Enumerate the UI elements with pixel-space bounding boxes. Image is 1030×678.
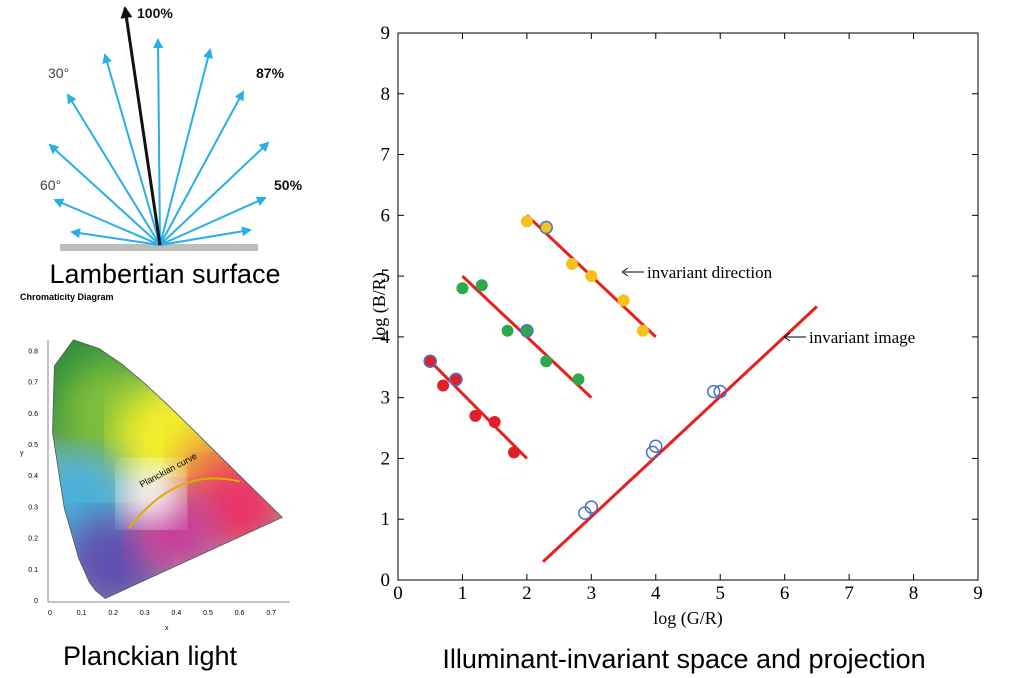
lambertian-diagram: 100% 30° 87% 60° 50% Lambertian surface — [40, 5, 303, 289]
x-tick-label: 0.1 — [77, 610, 87, 617]
y-tick-label: 0.8 — [28, 348, 38, 355]
data-point — [469, 410, 481, 422]
axis-x-label: x — [165, 625, 169, 632]
y-tick-label: 0.4 — [28, 473, 38, 480]
x-tick-label: 0.7 — [266, 610, 276, 617]
fit-line — [430, 361, 527, 458]
y-tick-label: 0.7 — [28, 380, 38, 387]
ray — [50, 145, 160, 245]
y-tick-label: 9 — [381, 23, 391, 44]
angle-label: 60° — [40, 177, 61, 193]
data-point — [572, 373, 584, 385]
fit-line — [543, 307, 817, 562]
x-tick-label: 5 — [715, 583, 725, 604]
y-tick-label: 7 — [381, 145, 391, 166]
annotation: invariant direction — [647, 263, 773, 282]
data-point — [521, 215, 533, 227]
x-tick-label: 9 — [973, 583, 983, 604]
x-tick-label: 3 — [587, 583, 597, 604]
x-tick-label: 4 — [651, 583, 661, 604]
axis-y-label: y — [20, 450, 24, 457]
x-tick-label: 0.6 — [235, 610, 245, 617]
x-tick-label: 0.2 — [108, 610, 118, 617]
caption: Lambertian surface — [49, 259, 280, 289]
data-point — [585, 270, 597, 282]
data-point — [456, 282, 468, 294]
y-tick-label: 3 — [381, 388, 391, 409]
y-tick-label: 0 — [381, 570, 391, 591]
ray — [158, 40, 160, 245]
annotation: invariant image — [809, 328, 915, 347]
x-tick-label: 0 — [393, 583, 403, 604]
ray — [68, 95, 160, 245]
x-tick-label: 0.5 — [203, 610, 213, 617]
x-tick-label: 1 — [458, 583, 468, 604]
x-tick-label: 0.4 — [172, 610, 182, 617]
angle-label: 100% — [137, 5, 173, 21]
diagram-title: Chromaticity Diagram — [20, 292, 114, 302]
x-tick-label: 7 — [844, 583, 854, 604]
data-point — [566, 258, 578, 270]
data-point — [618, 294, 630, 306]
x-tick-label: 0.3 — [140, 610, 150, 617]
x-tick-label: 2 — [522, 583, 532, 604]
ray — [160, 198, 265, 245]
x-tick-label: 0 — [48, 610, 52, 617]
x-tick-label: 8 — [909, 583, 919, 604]
data-point — [489, 416, 501, 428]
ray — [160, 143, 268, 245]
y-tick-label: 1 — [381, 509, 391, 530]
ray — [105, 55, 160, 245]
y-tick-label: 0.2 — [28, 536, 38, 543]
y-tick-label: 0.1 — [28, 567, 38, 574]
y-tick-label: 0 — [34, 598, 38, 605]
y-tick-label: 6 — [381, 205, 391, 226]
gamut — [5, 312, 300, 613]
ray — [160, 92, 243, 245]
caption: Illuminant-invariant space and projectio… — [442, 644, 925, 674]
ray — [160, 50, 210, 245]
caption: Planckian light — [63, 641, 238, 671]
data-point — [540, 355, 552, 367]
data-point — [502, 325, 514, 337]
y-tick-label: 0.6 — [28, 411, 38, 418]
angle-label: 30° — [48, 65, 69, 81]
y-tick-label: 8 — [381, 84, 391, 105]
angle-label: 87% — [256, 65, 285, 81]
x-tick-label: 6 — [780, 583, 790, 604]
plot-frame — [398, 33, 978, 580]
data-point — [476, 279, 488, 291]
data-point — [437, 380, 449, 392]
y-tick-label: 0.5 — [28, 442, 38, 449]
data-point — [508, 446, 520, 458]
y-axis-label: log (B/R) — [369, 272, 390, 341]
data-point — [637, 325, 649, 337]
angle-label: 50% — [274, 177, 303, 193]
incident-ray — [125, 8, 160, 245]
x-axis-label: log (G/R) — [653, 608, 723, 629]
y-tick-label: 0.3 — [28, 504, 38, 511]
y-tick-label: 2 — [381, 448, 391, 469]
figure: 100% 30° 87% 60° 50% Lambertian surface Planc… — [0, 0, 1030, 678]
